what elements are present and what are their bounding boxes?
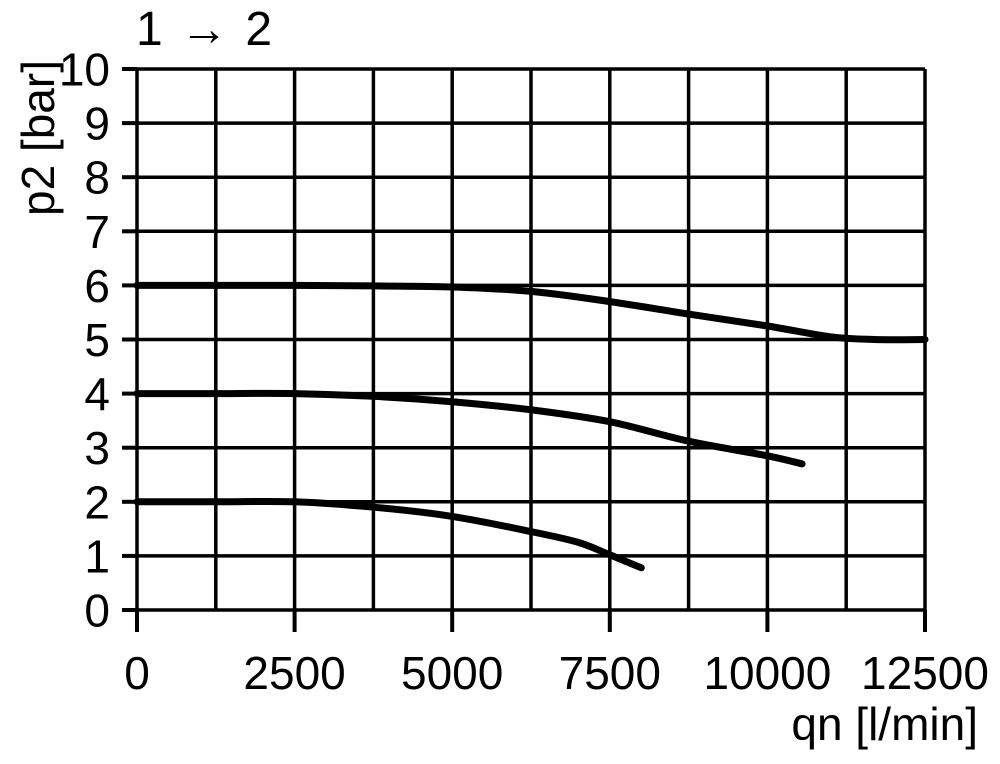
y-tick-label: 10 xyxy=(59,44,110,96)
curve-inlet-4bar xyxy=(133,389,806,468)
chart-title: 1 → 2 xyxy=(136,3,275,56)
y-tick-label: 2 xyxy=(84,476,110,528)
curve-inlet-2bar xyxy=(133,497,645,572)
y-tick-label: 8 xyxy=(84,152,110,204)
y-tick-label: 9 xyxy=(84,98,110,150)
y-tick-label: 5 xyxy=(84,314,110,366)
y-tick-label: 1 xyxy=(84,530,110,582)
x-tick-label: 12500 xyxy=(861,647,989,699)
x-tick-label: 2500 xyxy=(243,647,345,699)
curve-inlet-6bar xyxy=(133,281,929,344)
x-axis-label: qn [l/min] xyxy=(791,698,978,750)
y-tick-label: 4 xyxy=(84,368,110,420)
y-tick-label: 0 xyxy=(84,585,110,637)
y-tick-label: 7 xyxy=(84,206,110,258)
y-tick-label: 6 xyxy=(84,260,110,312)
x-tick-label: 10000 xyxy=(703,647,831,699)
y-tick-label: 3 xyxy=(84,422,110,474)
x-tick-label: 5000 xyxy=(401,647,503,699)
x-tick-label: 0 xyxy=(124,647,150,699)
x-tick-label: 7500 xyxy=(559,647,661,699)
